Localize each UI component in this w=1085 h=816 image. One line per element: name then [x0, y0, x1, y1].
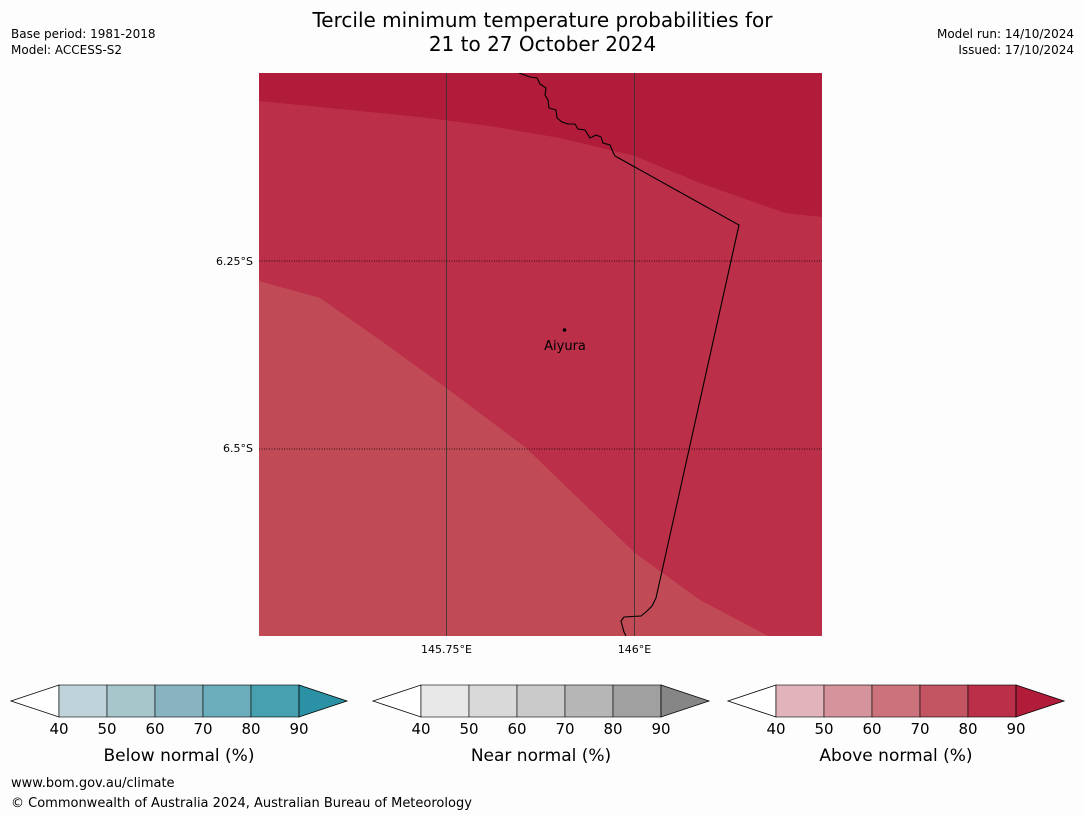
legend-below-normal: 40 50 60 70 80 90 Below normal (%): [9, 684, 349, 766]
legend-above-normal-tick-2: 60: [862, 720, 881, 738]
legend-above-normal: 40 50 60 70 80 90 Above normal (%): [726, 684, 1066, 766]
legend-above-normal-swatch-4: [967, 684, 1017, 718]
map-panel[interactable]: Aiyura 6.25°S 6.5°S 145.75°E 146°E: [0, 0, 1085, 660]
town-point: [562, 328, 567, 332]
legend-below-normal-tick-1: 50: [97, 720, 116, 738]
legend-above-normal-swatch-1: [823, 684, 873, 718]
footer-url[interactable]: www.bom.gov.au/climate: [11, 776, 175, 791]
footer-copyright: © Commonwealth of Australia 2024, Austra…: [11, 796, 472, 811]
legend-near-normal-high-extend: [660, 684, 711, 718]
meta-right: Model run: 14/10/2024 Issued: 17/10/2024: [937, 26, 1074, 58]
legend-above-normal-high-extend: [1015, 684, 1066, 718]
legend-near-normal-tick-0: 40: [411, 720, 430, 738]
legend-above-normal-title: Above normal (%): [819, 746, 972, 766]
legend-near-normal-swatch-2: [516, 684, 566, 718]
legend-above-normal-tick-3: 70: [910, 720, 929, 738]
legend-near-normal: 40 50 60 70 80 90 Near normal (%): [371, 684, 711, 766]
issued-text: Issued: 17/10/2024: [958, 43, 1074, 57]
legend-below-normal-tick-4: 80: [241, 720, 260, 738]
legend-near-normal-swatch-0: [420, 684, 470, 718]
legend-above-normal-tick-0: 40: [766, 720, 785, 738]
legend-above-normal-swatch-0: [775, 684, 825, 718]
colorbar-legends: 40 50 60 70 80 90 Below normal (%) 40 50 60 70 80 90…: [9, 684, 1066, 766]
legend-below-normal-high-extend: [298, 684, 349, 718]
lat-label-6-25: 6.25°S: [216, 255, 253, 268]
legend-above-normal-low-extend: [726, 684, 777, 718]
lon-label-145-75: 145.75°E: [421, 643, 472, 656]
legend-near-normal-tick-3: 70: [555, 720, 574, 738]
legend-near-normal-swatch-3: [564, 684, 614, 718]
town-label-aiyura: Aiyura: [544, 339, 586, 354]
legend-below-normal-swatch-3: [202, 684, 252, 718]
probability-field: [259, 73, 822, 636]
legend-below-normal-swatch-1: [106, 684, 156, 718]
legend-below-normal-swatch-4: [250, 684, 300, 718]
legend-near-normal-swatch-4: [612, 684, 662, 718]
legend-above-normal-swatch-3: [919, 684, 969, 718]
province-boundary-line: [518, 73, 740, 636]
lat-label-6-5: 6.5°S: [223, 442, 253, 455]
legend-below-normal-tick-2: 60: [145, 720, 164, 738]
legend-near-normal-title: Near normal (%): [471, 746, 611, 766]
legend-above-normal-tick-5: 90: [1006, 720, 1025, 738]
legend-below-normal-swatch-0: [58, 684, 108, 718]
legend-below-normal-tick-3: 70: [193, 720, 212, 738]
legend-near-normal-low-extend: [371, 684, 422, 718]
legend-below-normal-title: Below normal (%): [104, 746, 255, 766]
legend-near-normal-tick-2: 60: [507, 720, 526, 738]
legend-above-normal-tick-4: 80: [958, 720, 977, 738]
chart-title: Tercile minimum temperature probabilitie…: [0, 8, 1085, 56]
legend-near-normal-tick-5: 90: [651, 720, 670, 738]
model-text: Model: ACCESS-S2: [11, 43, 123, 57]
legend-below-normal-tick-0: 40: [49, 720, 68, 738]
base-period-text: Base period: 1981-2018: [11, 27, 156, 41]
title-line-1: Tercile minimum temperature probabilitie…: [312, 8, 773, 32]
meta-left: Base period: 1981-2018 Model: ACCESS-S2: [11, 26, 156, 58]
legend-above-normal-tick-1: 50: [814, 720, 833, 738]
legend-near-normal-swatch-1: [468, 684, 518, 718]
lon-label-146: 146°E: [618, 643, 651, 656]
legend-above-normal-swatch-2: [871, 684, 921, 718]
legend-below-normal-low-extend: [9, 684, 60, 718]
legend-below-normal-tick-5: 90: [289, 720, 308, 738]
title-line-2: 21 to 27 October 2024: [428, 32, 657, 56]
region-above-70: [259, 281, 768, 636]
model-run-text: Model run: 14/10/2024: [936, 27, 1074, 41]
town-marker[interactable]: Aiyura: [544, 328, 586, 354]
legend-near-normal-tick-4: 80: [603, 720, 622, 738]
legend-below-normal-swatch-2: [154, 684, 204, 718]
legend-near-normal-tick-1: 50: [459, 720, 478, 738]
